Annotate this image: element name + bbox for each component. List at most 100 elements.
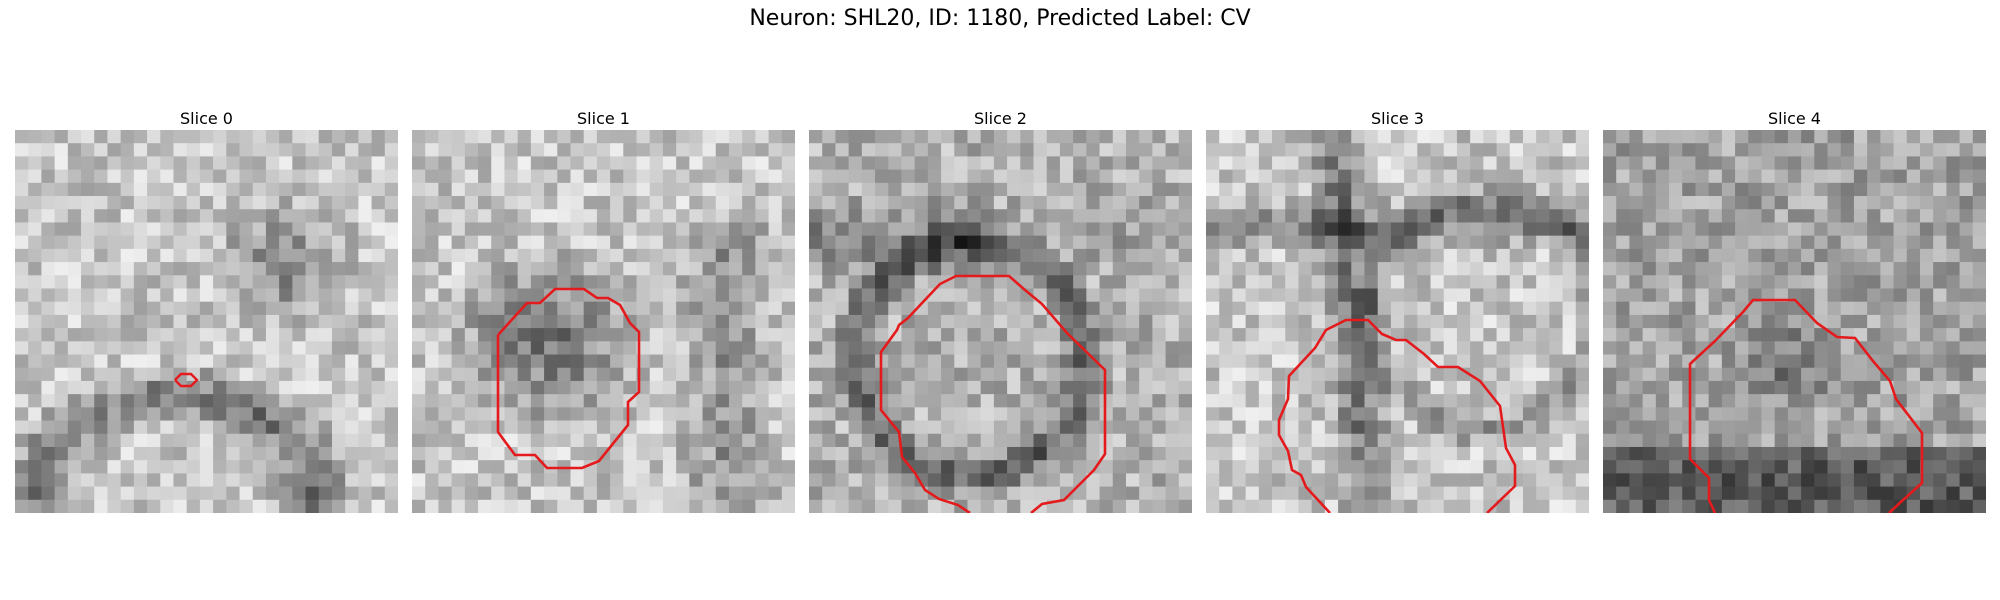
pixel bbox=[94, 354, 109, 369]
pixel bbox=[1972, 446, 1986, 461]
pixel bbox=[371, 486, 386, 501]
pixel bbox=[809, 262, 823, 276]
pixel bbox=[1946, 169, 1961, 184]
pixel bbox=[1099, 341, 1114, 356]
pixel bbox=[133, 130, 148, 144]
pixel bbox=[345, 473, 359, 488]
pixel bbox=[1787, 446, 1802, 461]
pixel bbox=[252, 446, 267, 461]
pixel bbox=[636, 486, 651, 501]
pixel bbox=[186, 499, 201, 513]
pixel bbox=[491, 473, 506, 488]
pixel bbox=[1669, 169, 1683, 184]
pixel bbox=[67, 354, 82, 369]
pixel bbox=[728, 446, 743, 461]
pixel bbox=[835, 354, 850, 369]
pixel bbox=[596, 341, 611, 356]
pixel bbox=[1761, 499, 1776, 513]
pixel bbox=[1655, 433, 1670, 448]
pixel bbox=[15, 433, 29, 448]
pixel bbox=[1443, 446, 1458, 461]
pixel bbox=[755, 222, 770, 237]
pixel bbox=[875, 486, 889, 501]
pixel bbox=[265, 169, 280, 184]
pixel bbox=[993, 288, 1008, 303]
pixel bbox=[1178, 380, 1192, 395]
pixel bbox=[914, 328, 929, 342]
pixel bbox=[1655, 314, 1670, 329]
pixel bbox=[1774, 341, 1789, 356]
pixel bbox=[265, 196, 280, 210]
pixel bbox=[1629, 262, 1644, 276]
pixel bbox=[517, 156, 532, 171]
pixel bbox=[941, 288, 955, 303]
pixel bbox=[213, 182, 227, 197]
pixel bbox=[954, 262, 969, 276]
pixel bbox=[345, 301, 359, 316]
pixel bbox=[583, 486, 598, 501]
pixel bbox=[226, 314, 241, 329]
pixel bbox=[1272, 156, 1286, 171]
pixel bbox=[1245, 367, 1260, 382]
pixel bbox=[1364, 248, 1379, 263]
pixel bbox=[1735, 380, 1749, 395]
pixel bbox=[1972, 169, 1986, 184]
pixel bbox=[252, 169, 267, 184]
pixel bbox=[186, 169, 201, 184]
pixel bbox=[1139, 235, 1153, 250]
pixel bbox=[464, 235, 479, 250]
pixel bbox=[1827, 380, 1842, 395]
pixel bbox=[861, 209, 876, 224]
pixel bbox=[927, 301, 942, 316]
pixel bbox=[54, 275, 69, 290]
pixel bbox=[570, 499, 585, 513]
pixel bbox=[120, 420, 135, 435]
pixel bbox=[1165, 460, 1180, 474]
pixel bbox=[848, 460, 863, 474]
pixel bbox=[41, 367, 56, 382]
pixel bbox=[371, 499, 386, 513]
pixel bbox=[1285, 262, 1300, 276]
pixel bbox=[544, 499, 558, 513]
pixel bbox=[993, 328, 1008, 342]
slice-image bbox=[412, 130, 795, 513]
pixel bbox=[755, 354, 770, 369]
pixel bbox=[1298, 433, 1313, 448]
pixel bbox=[1603, 407, 1617, 422]
pixel bbox=[1272, 354, 1286, 369]
pixel bbox=[1787, 394, 1802, 408]
pixel bbox=[279, 433, 293, 448]
pixel bbox=[1338, 367, 1352, 382]
pixel bbox=[478, 446, 492, 461]
pixel bbox=[54, 235, 69, 250]
pixel bbox=[888, 367, 903, 382]
pixel bbox=[1655, 169, 1670, 184]
pixel bbox=[1456, 433, 1471, 448]
pixel bbox=[1298, 156, 1313, 171]
pixel bbox=[1682, 182, 1697, 197]
pixel bbox=[914, 394, 929, 408]
pixel bbox=[292, 499, 307, 513]
pixel bbox=[1456, 394, 1471, 408]
pixel bbox=[1351, 156, 1366, 171]
pixel bbox=[728, 394, 743, 408]
pixel bbox=[107, 446, 122, 461]
pixel bbox=[822, 169, 837, 184]
pixel bbox=[1059, 182, 1074, 197]
pixel bbox=[1549, 407, 1564, 422]
pixel bbox=[544, 433, 558, 448]
pixel bbox=[835, 169, 850, 184]
pixel bbox=[1364, 407, 1379, 422]
pixel bbox=[1272, 301, 1286, 316]
pixel bbox=[1377, 248, 1392, 263]
pixel bbox=[54, 143, 69, 158]
pixel bbox=[1377, 367, 1392, 382]
pixel bbox=[265, 486, 280, 501]
pixel bbox=[1311, 446, 1326, 461]
pixel bbox=[1272, 169, 1286, 184]
pixel bbox=[1549, 262, 1564, 276]
pixel bbox=[1033, 235, 1048, 250]
pixel bbox=[1827, 235, 1842, 250]
pixel bbox=[464, 499, 479, 513]
pixel bbox=[980, 354, 995, 369]
